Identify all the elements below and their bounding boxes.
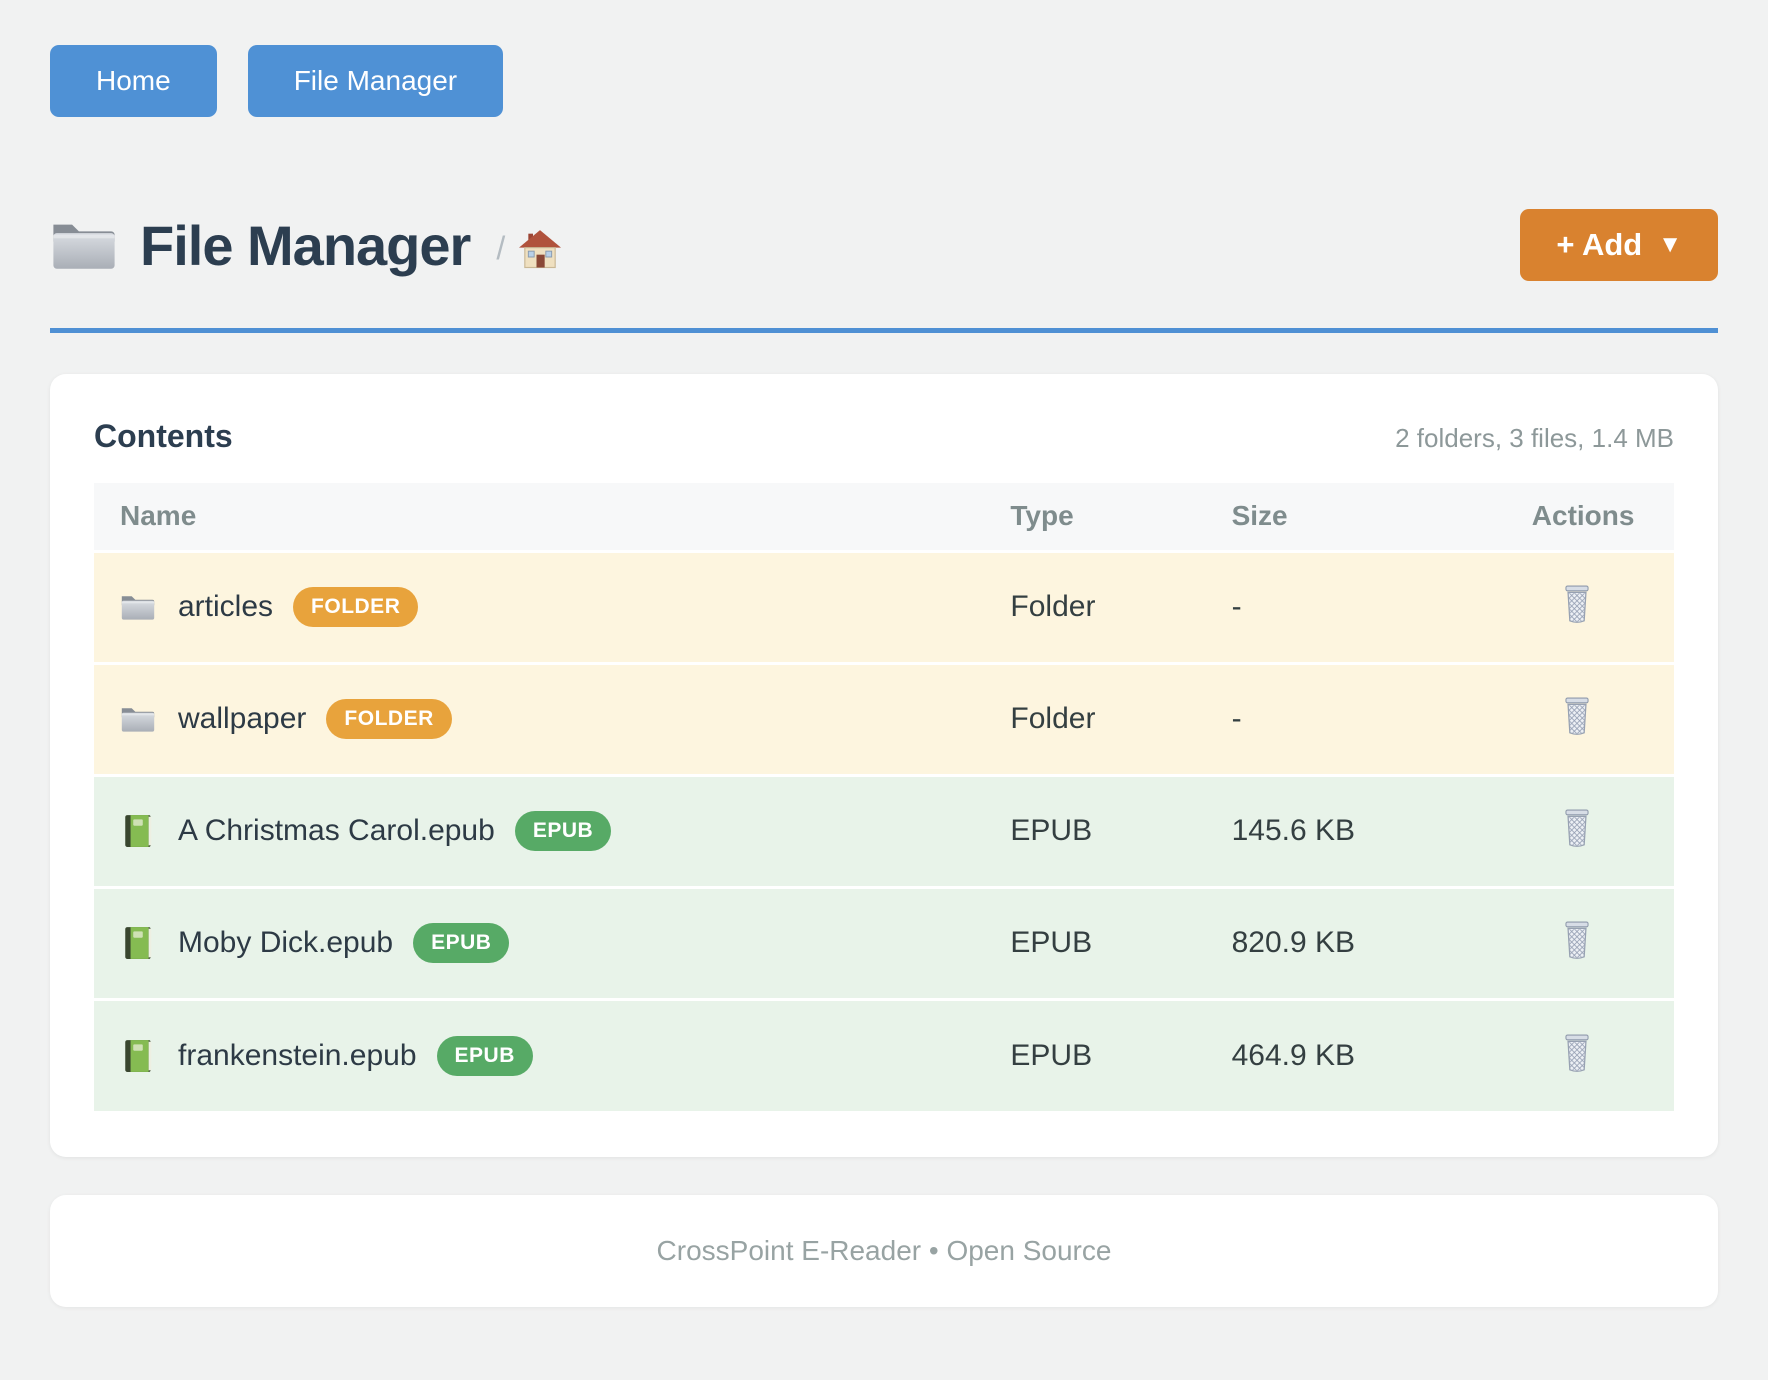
contents-card-header: Contents 2 folders, 3 files, 1.4 MB (94, 418, 1674, 455)
file-manager-page: Home File Manager File Manager / + Add ▼… (50, 45, 1718, 1307)
column-header-actions: Actions (1531, 500, 1635, 532)
add-button-label: + Add (1556, 227, 1643, 262)
item-size: 820.9 KB (1231, 926, 1356, 959)
home-nav-button[interactable]: Home (50, 45, 217, 117)
item-type: EPUB (1010, 926, 1093, 959)
type-badge: FOLDER (326, 699, 452, 739)
add-button[interactable]: + Add ▼ (1520, 209, 1718, 281)
trash-icon (1560, 585, 1594, 625)
item-type: Folder (1010, 702, 1096, 735)
item-size: - (1231, 702, 1242, 735)
item-size: 464.9 KB (1231, 1038, 1356, 1072)
folder-icon (50, 216, 118, 274)
contents-card: Contents 2 folders, 3 files, 1.4 MB Name… (50, 374, 1718, 1157)
item-name-link[interactable]: Moby Dick.epub (178, 926, 394, 959)
column-header-type: Type (1010, 500, 1074, 532)
caret-down-icon: ▼ (1658, 231, 1682, 258)
item-type: EPUB (1010, 814, 1093, 847)
trash-icon (1560, 1034, 1594, 1074)
type-badge: EPUB (514, 811, 612, 851)
delete-button[interactable] (1556, 805, 1598, 853)
table-row[interactable]: Moby Dick.epub EPUB EPUB 820.9 KB (94, 887, 1674, 999)
book-icon (120, 1039, 156, 1073)
trash-icon (1560, 809, 1594, 849)
table-header-row: Name Type Size Actions (94, 483, 1674, 551)
title-group: File Manager / (50, 213, 561, 278)
item-name-link[interactable]: wallpaper (178, 702, 307, 735)
delete-button[interactable] (1556, 693, 1598, 741)
top-nav: Home File Manager (50, 45, 1718, 117)
trash-icon (1560, 921, 1594, 961)
page-title: File Manager (140, 213, 471, 277)
delete-button[interactable] (1556, 1030, 1598, 1078)
book-icon (120, 926, 156, 960)
type-badge: FOLDER (293, 587, 419, 627)
book-icon (120, 814, 156, 848)
files-table: Name Type Size Actions articles FOLDER F… (94, 483, 1674, 1111)
column-header-size: Size (1231, 500, 1288, 532)
home-icon[interactable] (519, 230, 561, 270)
contents-summary: 2 folders, 3 files, 1.4 MB (1395, 423, 1674, 453)
item-name-link[interactable]: articles (178, 590, 274, 623)
column-header-name: Name (120, 500, 197, 532)
table-row[interactable]: A Christmas Carol.epub EPUB EPUB 145.6 K… (94, 775, 1674, 887)
item-name-link[interactable]: A Christmas Carol.epub (178, 814, 495, 847)
trash-icon (1560, 697, 1594, 737)
type-badge: EPUB (413, 923, 510, 963)
file-manager-nav-button[interactable]: File Manager (247, 45, 504, 117)
delete-button[interactable] (1556, 917, 1598, 965)
item-type: Folder (1010, 590, 1096, 623)
table-row[interactable]: articles FOLDER Folder - (94, 551, 1674, 663)
item-name-link[interactable]: frankenstein.epub (178, 1038, 417, 1072)
page-header: File Manager / + Add ▼ (50, 209, 1718, 281)
folder-icon (120, 702, 156, 736)
table-row[interactable]: wallpaper FOLDER Folder - (94, 663, 1674, 775)
footer: CrossPoint E-Reader • Open Source (50, 1195, 1718, 1307)
folder-icon (120, 590, 156, 624)
header-divider (50, 328, 1718, 333)
contents-heading: Contents (94, 418, 233, 454)
item-type: EPUB (1010, 1038, 1093, 1072)
item-size: - (1231, 590, 1242, 623)
type-badge: EPUB (436, 1035, 533, 1076)
table-row[interactable]: frankenstein.epub EPUB EPUB 464.9 KB (94, 999, 1674, 1111)
item-size: 145.6 KB (1231, 814, 1356, 847)
delete-button[interactable] (1556, 581, 1598, 629)
footer-text: CrossPoint E-Reader • Open Source (656, 1235, 1112, 1266)
breadcrumb-separator: / (496, 229, 506, 266)
contents-table-body: articles FOLDER Folder - wallpaper FOLDE… (94, 551, 1674, 1111)
